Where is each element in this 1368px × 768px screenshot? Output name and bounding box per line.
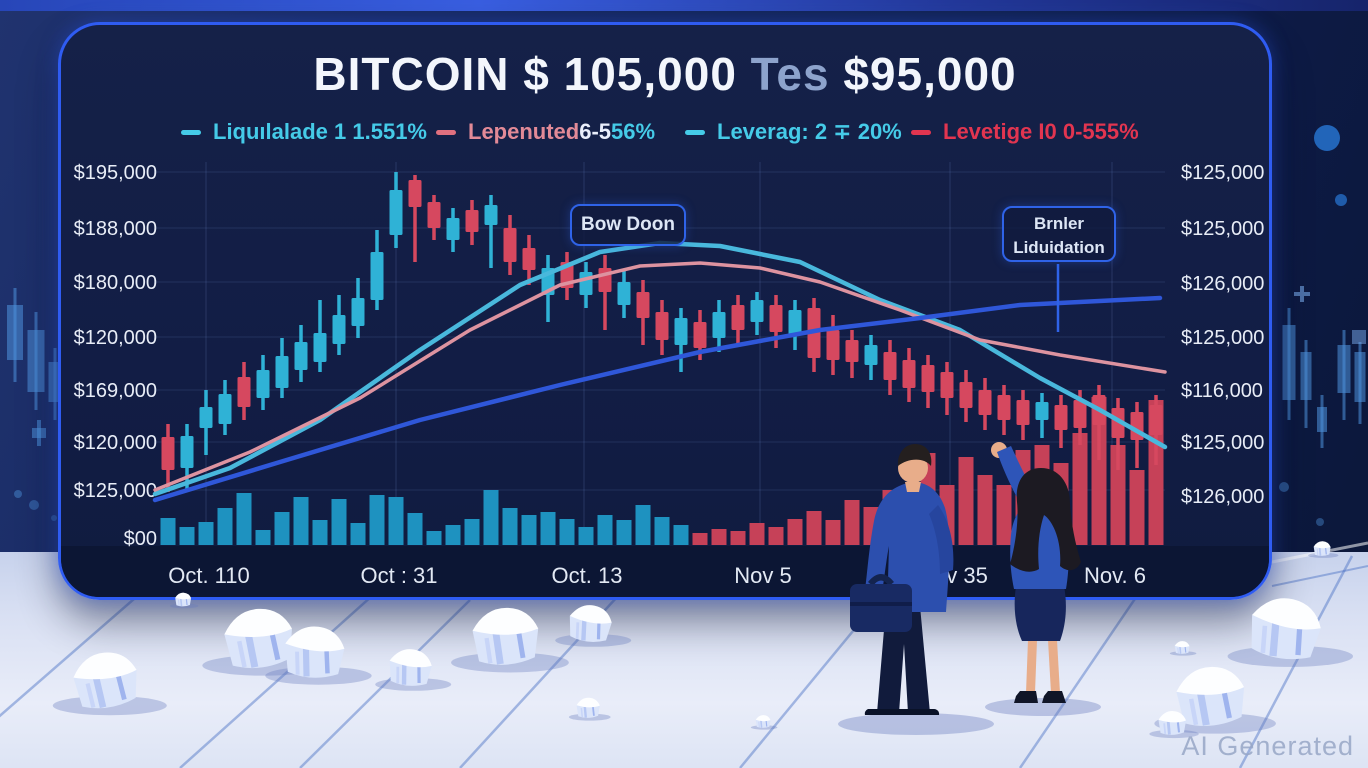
legend-label: Levetige I0 0-555% bbox=[943, 119, 1139, 144]
businesswoman-figure bbox=[985, 442, 1101, 716]
legend-dash-icon bbox=[685, 129, 705, 135]
top-accent-strip bbox=[0, 0, 1368, 11]
axis-label: $120,000 bbox=[73, 432, 157, 454]
ai-generated-watermark: AI Generated bbox=[1181, 731, 1354, 761]
ice-cube bbox=[224, 608, 292, 669]
axis-label: $180,000 bbox=[73, 272, 157, 294]
axis-label: $120,000 bbox=[73, 327, 157, 349]
legend-label: Leverag: 2 ∓ 20% bbox=[717, 119, 902, 144]
ice-cube bbox=[472, 607, 539, 665]
chart-title: BITCOIN $ 105,000 Tes $95,000 bbox=[61, 47, 1269, 101]
annotation-text-line1: Brnler bbox=[1033, 214, 1085, 233]
businessman-figure bbox=[838, 444, 994, 735]
axis-label: Oct. 110 bbox=[168, 563, 250, 588]
legend-label: Liquılalade 1 1.551% bbox=[213, 119, 427, 144]
axis-label: $126,000 bbox=[1181, 486, 1265, 508]
axis-label: $195,000 bbox=[73, 162, 157, 184]
legend-label: 56% bbox=[611, 119, 656, 144]
ice-cube bbox=[1158, 711, 1187, 735]
ice-cube bbox=[1174, 641, 1190, 654]
title-part: $95,000 bbox=[843, 48, 1017, 100]
axis-label: $126,000 bbox=[1181, 273, 1265, 295]
legend-label: 6-5 bbox=[579, 119, 612, 144]
legend-dash-icon bbox=[181, 129, 201, 135]
axis-label: Oct. 13 bbox=[551, 563, 623, 588]
ice-cube bbox=[389, 649, 432, 686]
axis-label: $125,000 bbox=[1181, 218, 1265, 240]
axis-label: Nov. 6 bbox=[1084, 563, 1146, 588]
legend-dash-icon bbox=[911, 129, 931, 135]
axis-label: $125,000 bbox=[1181, 432, 1265, 454]
annotation-text: Bow Doon bbox=[581, 214, 675, 235]
axis-label: $169,000 bbox=[73, 380, 157, 402]
legend-item: Leverag: 2 ∓ 20% bbox=[685, 118, 902, 146]
ice-cube bbox=[576, 697, 600, 718]
legend-dash-icon bbox=[436, 129, 456, 135]
ice-cubes bbox=[73, 541, 1331, 735]
ice-cube bbox=[175, 592, 192, 607]
axis-label: $188,000 bbox=[73, 218, 157, 240]
axis-label: Oct : 31 bbox=[360, 563, 438, 588]
ice-cube bbox=[285, 626, 345, 678]
legend-item: Lepenuted 6-5 56% bbox=[436, 118, 655, 146]
ice-cube bbox=[1313, 541, 1331, 556]
ice-cube bbox=[569, 605, 612, 642]
axis-label: $125,000 bbox=[1181, 327, 1265, 349]
title-part: BITCOIN $ 105,000 bbox=[313, 48, 737, 100]
ice-cube bbox=[73, 652, 137, 709]
axis-label: $125,000 bbox=[1181, 162, 1265, 184]
ice-cube bbox=[1176, 666, 1245, 726]
legend-item: Liquılalade 1 1.551% bbox=[181, 118, 427, 146]
axis-label: Nov 5 bbox=[734, 563, 792, 588]
axis-label: $116,000 bbox=[1181, 380, 1263, 402]
background-candlesticks-right bbox=[1279, 125, 1366, 526]
axis-label: $125,000 bbox=[73, 480, 157, 502]
ice-cube bbox=[1251, 598, 1321, 660]
axis-label: $00 bbox=[123, 528, 157, 550]
legend-item: Levetige I0 0-555% bbox=[911, 118, 1139, 146]
title-part: Tes bbox=[736, 48, 844, 100]
legend-label: Lepenuted bbox=[468, 119, 580, 144]
ice-cube bbox=[755, 715, 771, 728]
